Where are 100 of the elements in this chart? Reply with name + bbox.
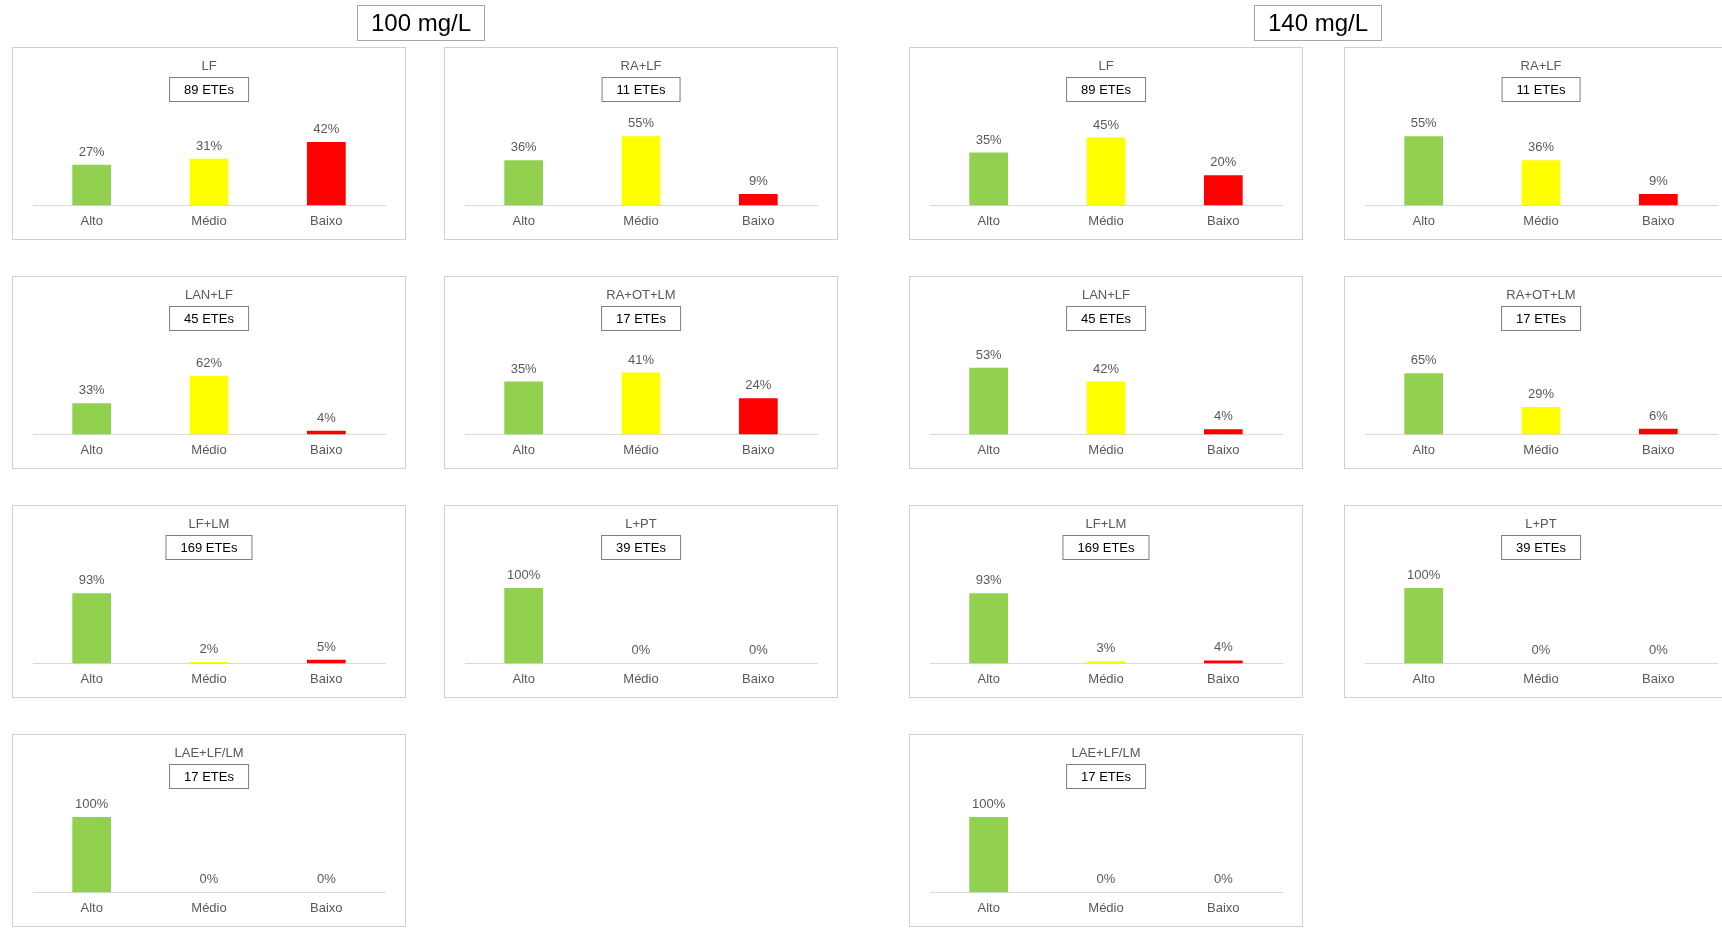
chart-subtitle: 17 ETEs — [169, 764, 249, 789]
data-label: 33% — [78, 382, 106, 398]
data-label: 6% — [1648, 407, 1669, 423]
chart-title: RA+LF — [619, 58, 663, 73]
data-label: 55% — [627, 115, 655, 131]
x-tick-label: Alto — [512, 212, 535, 228]
chart-subtitle: 17 ETEs — [1501, 306, 1581, 331]
chart-title: LF+LM — [1084, 516, 1128, 531]
data-label: 0% — [1213, 871, 1234, 887]
data-label: 0% — [316, 871, 337, 887]
chart-title: RA+OT+LM — [605, 287, 677, 302]
data-label: 24% — [745, 377, 772, 393]
chart-subtitle: 89 ETEs — [1066, 77, 1146, 102]
x-tick-label: Médio — [191, 670, 227, 686]
x-tick-label: Baixo — [310, 670, 343, 686]
x-tick-label: Alto — [1412, 212, 1435, 228]
data-label: 0% — [631, 642, 651, 658]
chart-subtitle: 169 ETEs — [1062, 535, 1150, 560]
x-tick-label: Baixo — [310, 441, 343, 457]
chart-title: RA+LF — [1519, 58, 1563, 73]
chart-subtitle: 89 ETEs — [169, 77, 249, 102]
x-tick-label: Médio — [1088, 212, 1124, 228]
x-tick-label: Médio — [1523, 441, 1559, 457]
chart-title: LF — [1097, 58, 1115, 73]
data-label: 35% — [975, 131, 1003, 147]
x-tick-label: Médio — [623, 441, 659, 457]
data-label: 4% — [1213, 639, 1234, 655]
data-label: 35% — [510, 360, 538, 376]
x-tick-label: Médio — [1523, 212, 1559, 228]
data-label: 31% — [195, 137, 223, 153]
chart-title: LF+LM — [187, 516, 231, 531]
chart-title: LF — [200, 58, 218, 73]
data-label: 100% — [507, 567, 541, 583]
text: 140 mg/L — [1254, 5, 1382, 41]
x-tick-label: Baixo — [1207, 441, 1240, 457]
data-label: 42% — [313, 121, 340, 137]
data-label: 0% — [748, 642, 769, 658]
x-tick-label: Médio — [191, 441, 227, 457]
chart-subtitle: 11 ETEs — [1501, 77, 1581, 102]
x-tick-label: Alto — [977, 670, 1000, 686]
chart-subtitle: 169 ETEs — [165, 535, 253, 560]
x-tick-label: Médio — [1088, 670, 1124, 686]
x-tick-label: Alto — [977, 212, 1000, 228]
x-tick-label: Alto — [512, 441, 535, 457]
x-tick-label: Alto — [80, 212, 103, 228]
data-label: 9% — [748, 173, 769, 189]
chart-subtitle: 45 ETEs — [1066, 306, 1146, 331]
data-label: 27% — [78, 143, 106, 159]
data-label: 100% — [1407, 567, 1441, 583]
data-label: 45% — [1092, 116, 1120, 132]
data-label: 0% — [1096, 871, 1116, 887]
data-label: 62% — [195, 355, 223, 371]
x-tick-label: Alto — [1412, 441, 1435, 457]
data-label: 2% — [199, 640, 219, 656]
data-label: 100% — [972, 796, 1006, 812]
chart-subtitle: 17 ETEs — [601, 306, 681, 331]
data-label: 42% — [1092, 360, 1120, 376]
data-label: 4% — [1213, 408, 1234, 424]
x-tick-label: Médio — [1523, 670, 1559, 686]
text: 100 mg/L — [357, 5, 485, 41]
x-tick-label: Baixo — [310, 212, 343, 228]
x-tick-label: Alto — [80, 899, 103, 915]
x-tick-label: Médio — [1088, 899, 1124, 915]
x-tick-label: Baixo — [742, 441, 775, 457]
x-tick-label: Médio — [623, 670, 659, 686]
data-label: 53% — [975, 346, 1003, 362]
chart-subtitle: 17 ETEs — [1066, 764, 1146, 789]
x-tick-label: Alto — [977, 441, 1000, 457]
data-label: 0% — [1531, 642, 1551, 658]
x-tick-label: Baixo — [1642, 441, 1675, 457]
x-tick-label: Alto — [977, 899, 1000, 915]
data-label: 36% — [510, 139, 538, 155]
x-tick-label: Baixo — [1642, 212, 1675, 228]
x-tick-label: Médio — [1088, 441, 1124, 457]
chart-subtitle: 39 ETEs — [601, 535, 681, 560]
chart-title: RA+OT+LM — [1505, 287, 1577, 302]
data-label: 65% — [1410, 352, 1438, 368]
x-tick-label: Médio — [191, 899, 227, 915]
data-label: 55% — [1410, 115, 1438, 131]
x-tick-label: Médio — [623, 212, 659, 228]
x-tick-label: Baixo — [1642, 670, 1675, 686]
x-tick-label: Alto — [512, 670, 535, 686]
x-tick-label: Baixo — [742, 670, 775, 686]
x-tick-label: Médio — [191, 212, 227, 228]
x-tick-label: Baixo — [1207, 670, 1240, 686]
data-label: 3% — [1096, 640, 1116, 656]
chart-title: L+PT — [1524, 516, 1558, 531]
chart-title: LAN+LF — [1080, 287, 1132, 302]
chart-title: L+PT — [624, 516, 658, 531]
data-label: 29% — [1527, 386, 1555, 402]
data-label: 100% — [75, 796, 109, 812]
x-tick-label: Alto — [1412, 670, 1435, 686]
chart-title: LAN+LF — [183, 287, 235, 302]
chart-subtitle: 11 ETEs — [601, 77, 681, 102]
data-label: 0% — [199, 871, 219, 887]
chart-title: LAE+LF/LM — [1070, 745, 1142, 760]
x-tick-label: Baixo — [1207, 212, 1240, 228]
x-tick-label: Alto — [80, 670, 103, 686]
data-label: 9% — [1648, 173, 1669, 189]
x-tick-label: Alto — [80, 441, 103, 457]
